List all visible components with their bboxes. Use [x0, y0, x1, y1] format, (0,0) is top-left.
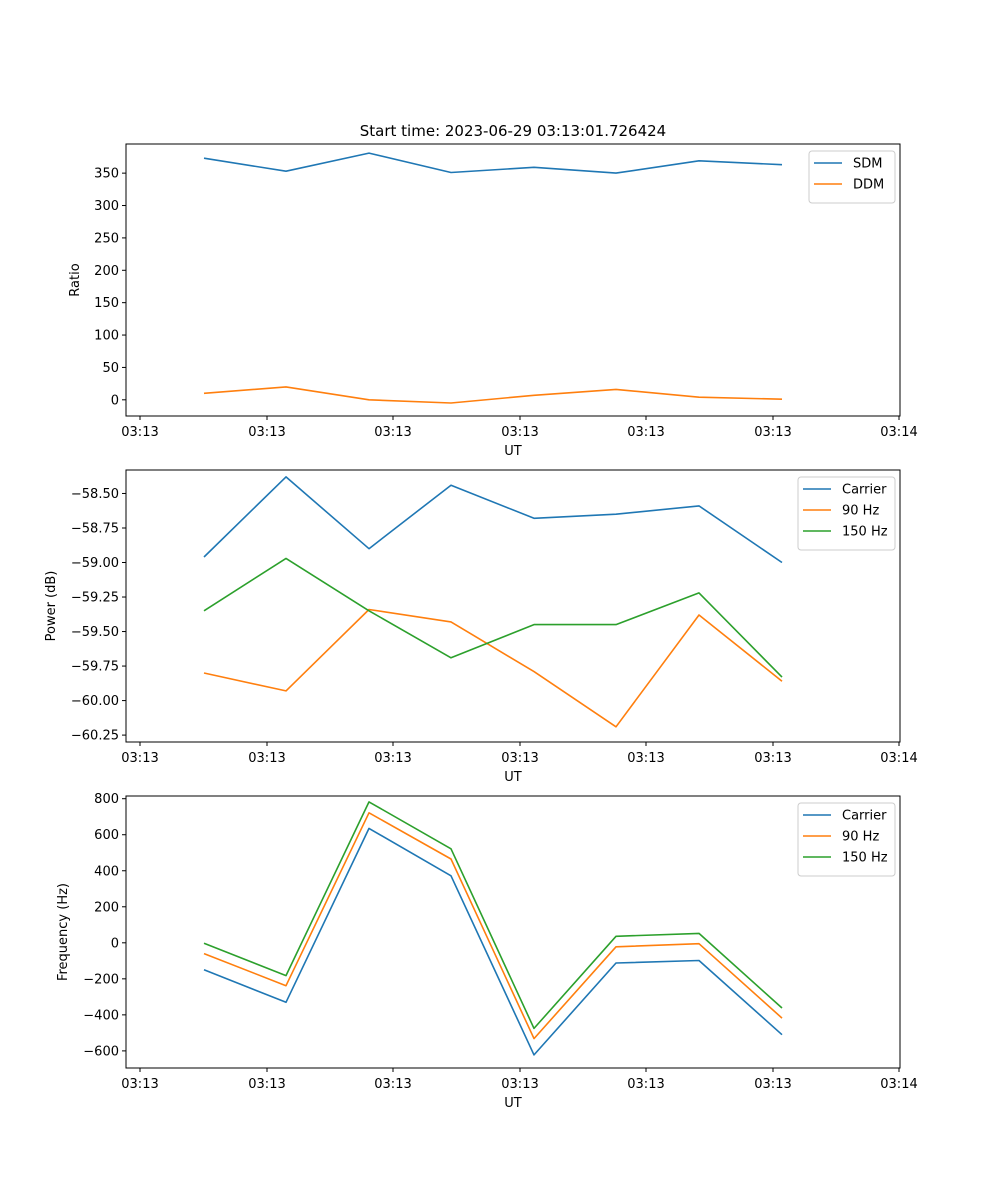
y-axis-label: Power (dB) — [44, 571, 59, 642]
legend-box — [808, 150, 896, 204]
x-tick-label: 03:13 — [754, 1077, 791, 1092]
x-tick-label: 03:13 — [627, 425, 664, 440]
legend: SDM DDM — [808, 150, 896, 204]
series-line-carrier — [203, 827, 783, 1056]
y-tick-label: 400 — [94, 864, 119, 879]
legend-label: 90 Hz — [842, 504, 879, 519]
series-line-90-hz — [203, 608, 783, 728]
x-tick-label: 03:13 — [501, 751, 538, 766]
y-tick-label: −59.25 — [71, 591, 119, 606]
y-tick-label: 150 — [94, 296, 119, 311]
x-axis-label: UT — [504, 770, 522, 785]
x-tick-label: 03:14 — [880, 1077, 917, 1092]
x-tick-label: 03:13 — [627, 1077, 664, 1092]
y-tick-label: 200 — [94, 264, 119, 279]
y-tick-label: 50 — [102, 361, 119, 376]
axes-frame — [125, 469, 901, 743]
x-tick-label: 03:13 — [501, 1077, 538, 1092]
chart-title: Start time: 2023-06-29 03:13:01.726424 — [360, 122, 666, 140]
x-axis-label: UT — [504, 1096, 522, 1111]
x-tick-label: 03:13 — [627, 751, 664, 766]
y-tick-label: 600 — [94, 828, 119, 843]
y-tick-label: −60.25 — [71, 729, 119, 744]
y-tick-label: −59.75 — [71, 660, 119, 675]
x-tick-label: 03:13 — [121, 1077, 158, 1092]
legend-label: Carrier — [842, 809, 887, 824]
chart-panel-3: −600 −400 −200 0 200 400 600 800 03:13 03:13 03:13… — [56, 792, 918, 1111]
x-tick-label: 03:14 — [880, 751, 917, 766]
x-tick-label: 03:13 — [754, 751, 791, 766]
x-tick-label: 03:13 — [248, 425, 285, 440]
legend: Carrier 90 Hz 150 Hz — [797, 476, 896, 551]
series-line-150-hz — [203, 557, 783, 678]
x-tick-label: 03:13 — [501, 425, 538, 440]
y-tick-label: 0 — [111, 393, 119, 408]
y-tick-label: 100 — [94, 329, 119, 344]
legend-label: 90 Hz — [842, 830, 879, 845]
series-line-150-hz — [203, 801, 783, 1030]
y-tick-label: 300 — [94, 199, 119, 214]
x-axis-label: UT — [504, 444, 522, 459]
series-line-90-hz — [203, 811, 783, 1040]
chart-panel-2: −60.25 −60.00 −59.75 −59.50 −59.25 −59.00 −58.… — [44, 469, 918, 785]
y-tick-label: 800 — [94, 792, 119, 807]
axes-frame — [125, 143, 901, 417]
x-tick-label: 03:13 — [374, 1077, 411, 1092]
x-tick-label: 03:13 — [248, 1077, 285, 1092]
legend: Carrier 90 Hz 150 Hz — [797, 802, 896, 877]
x-tick-label: 03:13 — [121, 751, 158, 766]
y-tick-label: −60.00 — [71, 694, 119, 709]
y-tick-label: −400 — [83, 1008, 119, 1023]
y-axis-label: Frequency (Hz) — [56, 883, 71, 981]
y-tick-label: −58.50 — [71, 487, 119, 502]
axes-frame — [125, 795, 901, 1069]
legend-label: 150 Hz — [842, 851, 888, 866]
y-tick-label: −59.50 — [71, 625, 119, 640]
y-tick-label: −600 — [83, 1044, 119, 1059]
y-tick-label: −200 — [83, 972, 119, 987]
y-tick-label: 200 — [94, 900, 119, 915]
y-tick-label: −58.75 — [71, 521, 119, 536]
x-tick-label: 03:13 — [754, 425, 791, 440]
x-tick-label: 03:13 — [374, 425, 411, 440]
series-line-ddm — [203, 386, 783, 404]
y-tick-label: 350 — [94, 167, 119, 182]
y-tick-label: 0 — [111, 936, 119, 951]
x-tick-label: 03:13 — [121, 425, 158, 440]
series-line-sdm — [203, 152, 783, 174]
chart-panel-1: 0 50 100 150 200 250 300 350 03:13 03:13 03:13 03:1… — [68, 143, 918, 459]
series-line-carrier — [203, 476, 783, 564]
y-tick-label: 250 — [94, 231, 119, 246]
y-tick-label: −59.00 — [71, 556, 119, 571]
legend-label: DDM — [853, 178, 884, 193]
legend-label: 150 Hz — [842, 525, 888, 540]
legend-label: SDM — [853, 157, 882, 172]
y-axis-label: Ratio — [68, 263, 83, 296]
x-tick-label: 03:14 — [880, 425, 917, 440]
x-tick-label: 03:13 — [374, 751, 411, 766]
legend-label: Carrier — [842, 483, 887, 498]
x-tick-label: 03:13 — [248, 751, 285, 766]
